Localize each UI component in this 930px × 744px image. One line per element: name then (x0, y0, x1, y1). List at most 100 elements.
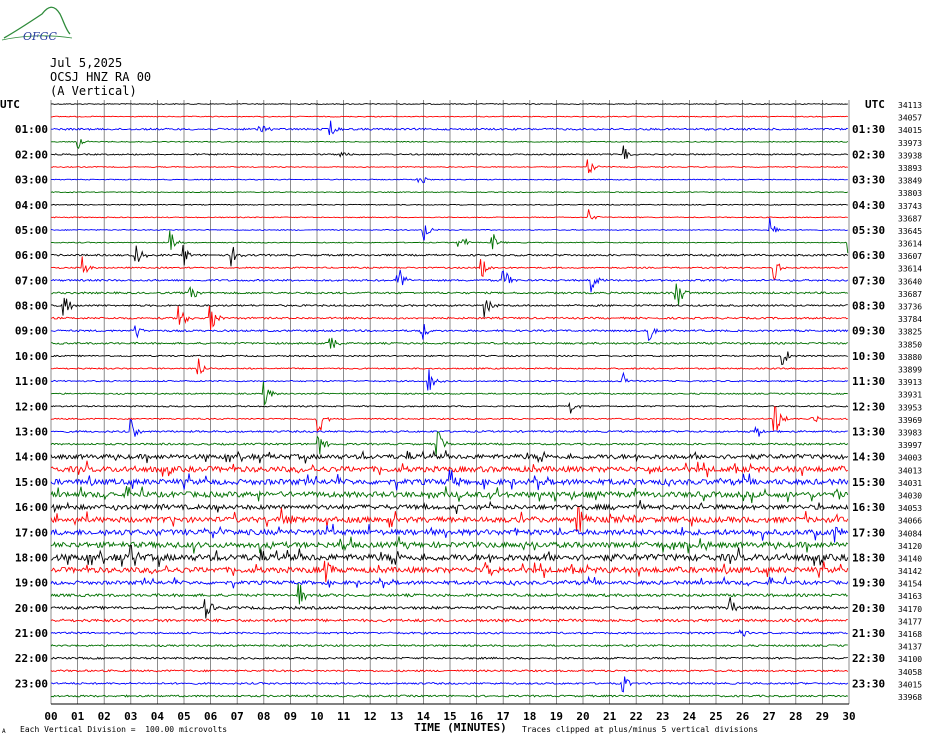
left-hour-label-21: 21:00 (15, 627, 48, 640)
left-hour-label-16: 16:00 (15, 501, 48, 514)
logo-mountain-curve (3, 6, 71, 39)
x-tick-label-09: 09 (284, 710, 297, 723)
trace-offset-label-22: 33913 (898, 378, 922, 387)
trace-offset-label-6: 33849 (898, 177, 922, 186)
left-hour-label-12: 12:00 (15, 400, 48, 413)
left-hour-label-1: 01:00 (15, 123, 48, 136)
x-axis-title: TIME (MINUTES) (414, 721, 507, 734)
x-tick-label-05: 05 (177, 710, 190, 723)
trace-offset-label-15: 33687 (898, 290, 922, 299)
x-tick-label-04: 04 (151, 710, 165, 723)
seismic-trace-12 (50, 244, 849, 267)
x-tick-label-22: 22 (630, 710, 643, 723)
seismic-trace-46 (51, 676, 849, 693)
left-hour-label-19: 19:00 (15, 577, 48, 590)
seismic-trace-11 (50, 230, 849, 254)
x-tick-label-23: 23 (656, 710, 669, 723)
trace-offset-label-37: 34142 (898, 567, 922, 576)
right-hour-label-20: 20:30 (852, 602, 885, 615)
left-hour-label-8: 08:00 (15, 300, 48, 313)
x-tick-label-10: 10 (310, 710, 323, 723)
left-hour-label-9: 09:00 (15, 325, 48, 338)
seismic-trace-6 (50, 177, 848, 184)
right-hour-label-19: 19:30 (852, 577, 885, 590)
right-hour-label-9: 09:30 (852, 325, 885, 338)
trace-offset-label-33: 34066 (898, 517, 922, 526)
trace-offset-label-10: 33645 (898, 227, 922, 236)
trace-offset-label-13: 33614 (898, 265, 922, 274)
logo-base-curve (1, 35, 73, 41)
trace-offset-label-40: 34170 (898, 605, 922, 614)
trace-offset-label-38: 34154 (898, 580, 922, 589)
right-hour-label-13: 13:30 (852, 425, 885, 438)
right-hour-label-17: 17:30 (852, 526, 885, 539)
left-hour-label-2: 02:00 (15, 148, 48, 161)
x-tick-label-11: 11 (337, 710, 351, 723)
seismic-trace-4 (50, 145, 849, 160)
trace-offset-label-1: 34057 (898, 114, 922, 123)
trace-offset-label-32: 34053 (898, 504, 922, 513)
seismic-trace-15 (50, 283, 849, 305)
x-tick-label-13: 13 (390, 710, 403, 723)
seismic-trace-8 (50, 203, 848, 206)
x-tick-label-24: 24 (683, 710, 697, 723)
seismic-trace-37 (50, 560, 849, 583)
trace-offset-label-19: 33850 (898, 340, 922, 349)
seismic-trace-10 (50, 217, 848, 241)
trace-offset-label-16: 33736 (898, 303, 922, 312)
seismic-trace-26 (50, 418, 848, 437)
trace-offset-label-34: 34084 (898, 529, 922, 538)
right-hour-label-21: 21:30 (852, 627, 885, 640)
seismic-trace-43 (50, 643, 848, 648)
seismic-trace-44 (50, 656, 848, 660)
trace-offset-label-0: 34113 (898, 101, 922, 110)
trace-offset-label-47: 33968 (898, 693, 922, 702)
clip-note: Traces clipped at plus/minus 5 vertical … (522, 725, 759, 734)
right-hour-label-11: 11:30 (852, 375, 885, 388)
trace-offset-label-46: 34015 (898, 680, 922, 689)
seismic-trace-13 (51, 256, 849, 281)
x-tick-label-18: 18 (523, 710, 536, 723)
scale-note: Each Vertical Division = 100.00 microvol… (20, 725, 228, 734)
left-utc-label: UTC (0, 98, 20, 111)
right-hour-label-22: 22:30 (852, 652, 885, 665)
trace-offset-label-21: 33899 (898, 366, 922, 375)
trace-offset-label-42: 34168 (898, 630, 922, 639)
right-hour-label-18: 18:30 (852, 551, 885, 564)
trace-offset-label-8: 33743 (898, 202, 922, 211)
seismic-trace-3 (50, 139, 849, 149)
seismic-trace-1 (50, 115, 848, 118)
seismic-trace-7 (50, 191, 849, 194)
right-hour-label-10: 10:30 (852, 350, 885, 363)
trace-offset-label-44: 34100 (898, 655, 922, 664)
trace-offset-label-14: 33640 (898, 277, 922, 286)
right-utc-label: UTC (865, 98, 885, 111)
left-hour-label-23: 23:00 (15, 677, 48, 690)
component-label: (A Vertical) (50, 84, 137, 98)
trace-offset-label-20: 33880 (898, 353, 922, 362)
seismic-trace-29 (50, 460, 849, 478)
x-tick-label-29: 29 (816, 710, 829, 723)
x-tick-label-30: 30 (842, 710, 855, 723)
left-hour-label-17: 17:00 (15, 526, 48, 539)
x-tick-label-07: 07 (231, 710, 244, 723)
seismic-trace-17 (50, 306, 848, 331)
right-hour-label-7: 07:30 (852, 274, 885, 287)
seismic-trace-20 (50, 351, 848, 366)
right-hour-label-2: 02:30 (852, 148, 885, 161)
left-hour-label-22: 22:00 (15, 652, 48, 665)
seismic-trace-2 (50, 120, 848, 136)
seismic-trace-24 (50, 401, 849, 414)
seismic-trace-41 (50, 618, 848, 623)
seismic-trace-27 (50, 431, 849, 457)
x-tick-label-08: 08 (257, 710, 270, 723)
seismic-trace-40 (50, 597, 849, 619)
right-hour-label-4: 04:30 (852, 199, 885, 212)
left-hour-label-4: 04:00 (15, 199, 48, 212)
seismic-trace-47 (50, 694, 849, 698)
right-hour-label-1: 01:30 (852, 123, 885, 136)
seismic-trace-5 (50, 159, 848, 174)
left-hour-label-10: 10:00 (15, 350, 48, 363)
seismic-trace-28 (50, 449, 849, 464)
